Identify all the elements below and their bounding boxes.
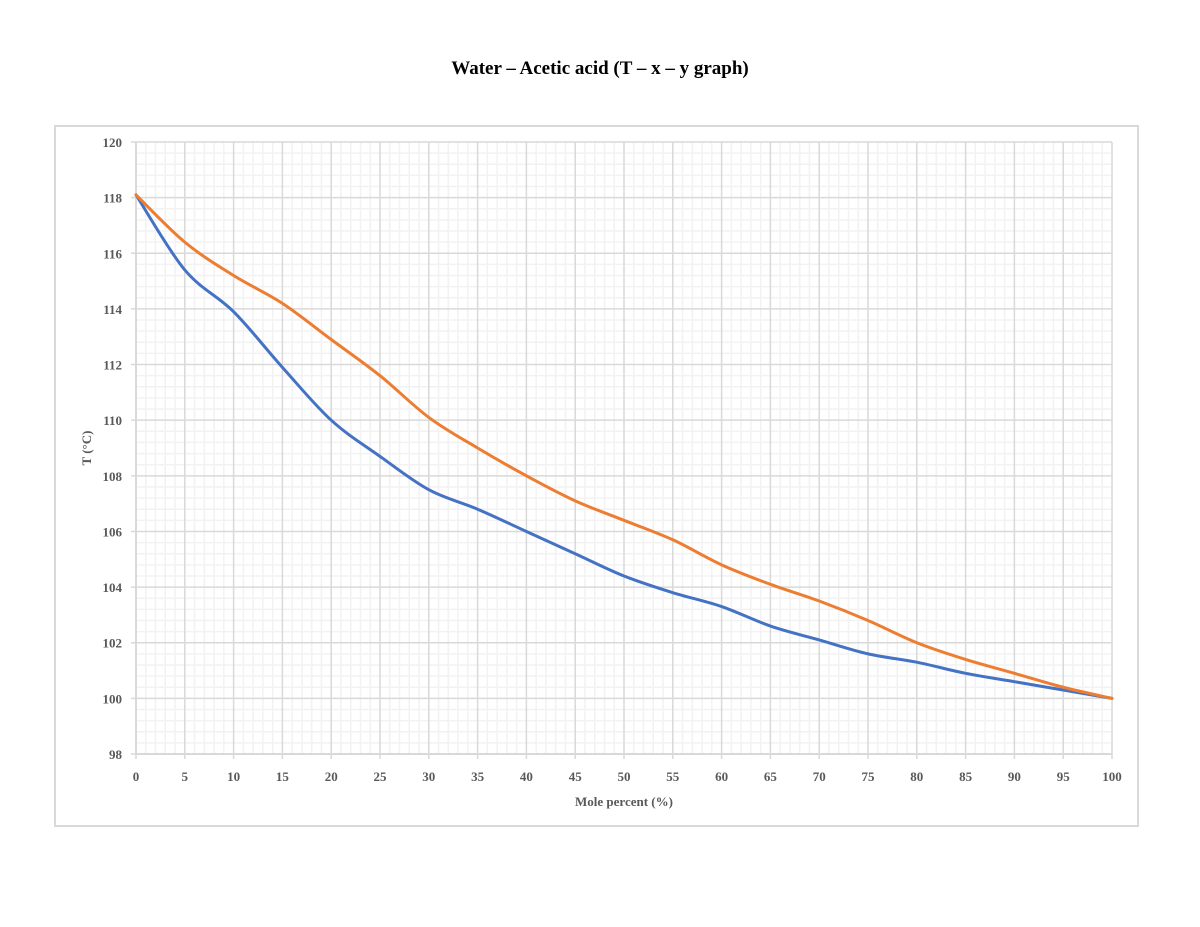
x-tick-label: 20 <box>325 769 338 784</box>
y-tick-label: 112 <box>103 358 122 373</box>
y-tick-label: 104 <box>103 580 123 595</box>
x-tick-label: 80 <box>910 769 923 784</box>
vapor-curve <box>134 193 1114 700</box>
y-tick-label: 118 <box>103 191 122 206</box>
liquid-curve <box>134 193 1114 700</box>
x-tick-label: 75 <box>862 769 876 784</box>
x-tick-label: 60 <box>715 769 728 784</box>
x-tick-label: 90 <box>1008 769 1021 784</box>
y-tick-label: 110 <box>103 413 122 428</box>
x-tick-label: 30 <box>422 769 435 784</box>
x-tick-label: 10 <box>227 769 240 784</box>
x-tick-label: 25 <box>374 769 388 784</box>
x-tick-label: 55 <box>666 769 680 784</box>
x-tick-label: 45 <box>569 769 583 784</box>
x-tick-label: 85 <box>959 769 973 784</box>
x-axis-tick-labels: 0 5 10 15 20 25 30 35 40 45 50 55 60 65 70 75 80 85 90 95 10… <box>133 769 1122 784</box>
y-tick-label: 106 <box>103 524 123 539</box>
x-axis-title: Mole percent (%) <box>575 794 673 809</box>
x-tick-label: 100 <box>1102 769 1122 784</box>
x-tick-label: 0 <box>133 769 140 784</box>
x-tick-label: 95 <box>1057 769 1071 784</box>
x-tick-label: 70 <box>813 769 826 784</box>
x-tick-label: 50 <box>618 769 631 784</box>
chart-title: Water – Acetic acid (T – x – y graph) <box>451 58 749 79</box>
y-axis-tick-labels: 98 100 102 104 106 108 110 112 114 116 118 120 <box>103 135 123 762</box>
y-tick-label: 100 <box>103 691 123 706</box>
y-tick-label: 116 <box>103 246 122 261</box>
data-series <box>134 193 1114 700</box>
x-tick-label: 15 <box>276 769 290 784</box>
y-axis-title: T (°C) <box>79 431 94 466</box>
x-tick-label: 65 <box>764 769 778 784</box>
y-tick-label: 102 <box>103 636 123 651</box>
x-tick-label: 40 <box>520 769 533 784</box>
x-tick-label: 35 <box>471 769 485 784</box>
y-tick-label: 98 <box>109 747 123 762</box>
x-tick-label: 5 <box>182 769 189 784</box>
axes <box>135 142 1112 755</box>
y-tick-label: 108 <box>103 469 123 484</box>
y-tick-label: 120 <box>103 135 123 150</box>
y-tick-label: 114 <box>103 302 122 317</box>
major-grid <box>131 141 1113 759</box>
